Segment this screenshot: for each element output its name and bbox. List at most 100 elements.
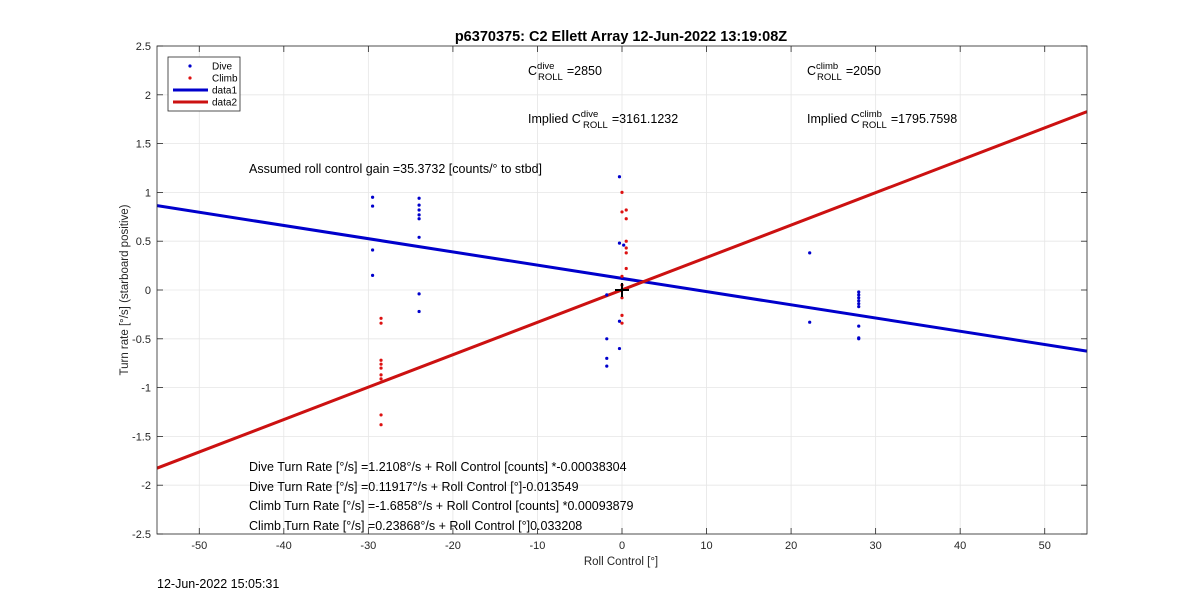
point-climb (379, 316, 383, 320)
c-dive-sub: ROLL (538, 72, 563, 83)
point-dive (605, 364, 609, 368)
point-climb (379, 366, 383, 370)
point-climb (379, 321, 383, 325)
implied-climb-value: =1795.7598 (891, 112, 957, 126)
point-dive (808, 251, 812, 255)
implied-dive-sub: ROLL (583, 120, 608, 131)
c-climb-sup: climb (816, 61, 838, 72)
point-dive (857, 302, 861, 306)
point-dive (417, 213, 421, 217)
chart-title: p6370375: C2 Ellett Array 12-Jun-2022 13… (455, 29, 787, 45)
point-dive (857, 296, 861, 300)
point-dive (417, 217, 421, 221)
point-climb (620, 210, 624, 214)
implied-climb-annotation: Implied Cclimb ROLL =1795.7598 (807, 109, 957, 131)
implied-dive-prefix: Implied C (528, 112, 581, 126)
legend-climb-label: Climb (212, 74, 238, 85)
implied-climb-sup: climb (860, 109, 882, 120)
point-dive (417, 309, 421, 314)
point-dive (857, 324, 861, 328)
axis-ticks: -50 -40 -30 -20 -10 0 10 20 30 40 50-2.5-2-1.5-1-0… (132, 41, 1087, 552)
equation-climb-counts: Climb Turn Rate [°/s] =-1.6858°/s + Roll… (249, 499, 634, 513)
point-dive (617, 241, 622, 245)
point-climb (379, 413, 383, 417)
point-climb (624, 246, 628, 250)
legend-data2-label: data2 (212, 98, 237, 109)
point-dive (417, 196, 421, 200)
x-tick-label: -40 (276, 540, 292, 552)
x-axis-label: Roll Control [°] (584, 556, 658, 568)
point-dive (617, 319, 622, 323)
y-axis-label: Turn rate [°/s] (starboard positive) (119, 204, 131, 375)
c-climb-prefix: C (807, 64, 816, 78)
legend-data1-label: data1 (212, 86, 237, 97)
point-climb (379, 362, 383, 366)
point-climb (379, 358, 383, 362)
x-tick-label: -30 (360, 540, 376, 552)
y-tick-label: 1.5 (136, 139, 151, 151)
point-dive (622, 243, 626, 247)
x-tick-label: -10 (530, 540, 546, 552)
point-dive (857, 293, 861, 297)
point-climb (624, 217, 628, 221)
equation-dive-counts: Dive Turn Rate [°/s] =1.2108°/s + Roll C… (249, 460, 627, 474)
point-dive (617, 175, 622, 179)
point-climb (620, 321, 624, 325)
c-dive-sup: dive (537, 61, 554, 72)
point-dive (370, 248, 375, 252)
point-dive (857, 337, 861, 341)
point-climb (620, 313, 624, 317)
point-climb (620, 190, 624, 194)
data-points (370, 175, 861, 427)
c-dive-annotation: Cdive ROLL =2850 (528, 61, 602, 83)
c-climb-value: =2050 (846, 64, 881, 78)
point-climb (624, 266, 628, 271)
point-dive (370, 204, 375, 208)
point-dive (808, 320, 812, 324)
point-dive (605, 337, 609, 341)
y-tick-label: 1 (145, 187, 151, 199)
point-dive (370, 273, 375, 277)
footer-timestamp: 12-Jun-2022 15:05:31 (157, 577, 279, 591)
point-dive (417, 292, 421, 296)
implied-dive-annotation: Implied Cdive ROLL =3161.1232 (528, 109, 678, 131)
c-dive-value: =2850 (567, 64, 602, 78)
y-tick-label: -2 (141, 480, 151, 492)
x-tick-label: 0 (619, 540, 625, 552)
point-climb (379, 423, 383, 427)
y-tick-label: -2.5 (132, 529, 151, 541)
x-tick-label: -20 (445, 540, 461, 552)
y-tick-label: 0 (145, 285, 151, 297)
y-tick-label: 2 (145, 90, 151, 102)
roll-gain-annotation: Assumed roll control gain =35.3732 [coun… (249, 162, 542, 176)
y-tick-label: -1.5 (132, 431, 151, 443)
y-tick-label: -0.5 (132, 334, 151, 346)
equation-dive-degrees: Dive Turn Rate [°/s] =0.11917°/s + Roll … (249, 480, 579, 494)
point-climb (624, 239, 628, 243)
y-tick-label: 0.5 (136, 236, 151, 248)
x-tick-label: 40 (954, 540, 966, 552)
point-climb (620, 296, 624, 300)
legend-climb-marker (188, 76, 192, 80)
legend-dive-marker (188, 64, 192, 68)
point-dive (605, 356, 609, 360)
point-dive (605, 293, 609, 297)
point-climb (620, 274, 624, 278)
x-tick-label: 50 (1039, 540, 1051, 552)
origin-marker (615, 283, 629, 297)
x-tick-label: 10 (700, 540, 712, 552)
legend-dive-label: Dive (212, 62, 232, 73)
c-dive-prefix: C (528, 64, 537, 78)
c-climb-annotation: Cclimb ROLL =2050 (807, 61, 881, 83)
point-dive (370, 195, 375, 199)
point-climb (624, 251, 628, 255)
legend: Dive Climb data1 data2 (167, 56, 241, 112)
point-dive (617, 346, 622, 351)
implied-dive-value: =3161.1232 (612, 112, 678, 126)
x-tick-label: -50 (191, 540, 207, 552)
x-tick-label: 30 (870, 540, 882, 552)
implied-climb-prefix: Implied C (807, 112, 860, 126)
point-dive (417, 208, 421, 212)
point-dive (417, 235, 421, 239)
